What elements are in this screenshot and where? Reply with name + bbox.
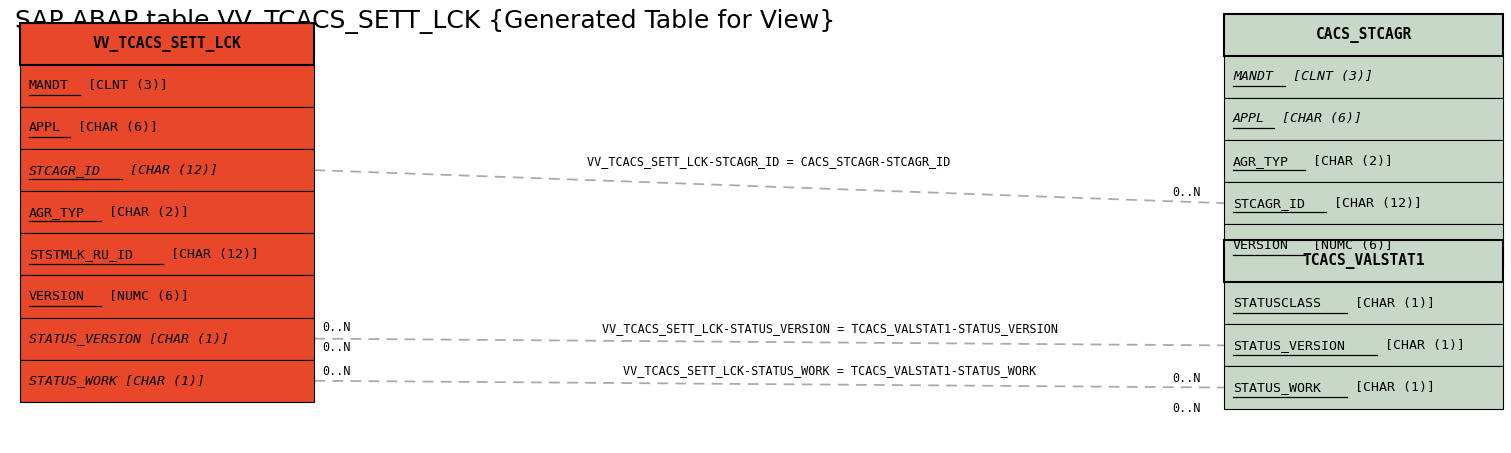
Text: 0..N: 0..N [322, 341, 351, 354]
Text: [NUMC (6)]: [NUMC (6)] [1306, 239, 1393, 252]
Text: [CHAR (1)]: [CHAR (1)] [1378, 339, 1466, 352]
Bar [1224, 140, 1503, 182]
Text: 0..N: 0..N [1173, 402, 1201, 415]
Text: [CHAR (12)]: [CHAR (12)] [163, 248, 258, 261]
Text: MANDT: MANDT [1233, 70, 1272, 83]
Bar [1224, 324, 1503, 366]
Bar [1224, 98, 1503, 140]
Text: VV_TCACS_SETT_LCK: VV_TCACS_SETT_LCK [92, 36, 242, 52]
Text: VERSION: VERSION [1233, 239, 1289, 252]
Text: [CLNT (3)]: [CLNT (3)] [1284, 70, 1372, 83]
Text: 0..N: 0..N [322, 366, 351, 379]
Bar [20, 233, 314, 275]
Text: STATUS_VERSION [CHAR (1)]: STATUS_VERSION [CHAR (1)] [29, 332, 228, 345]
Text: STCAGR_ID: STCAGR_ID [29, 164, 101, 177]
Bar [1224, 182, 1503, 224]
Text: AGR_TYP: AGR_TYP [1233, 154, 1289, 168]
Text: CACS_STCAGR: CACS_STCAGR [1316, 27, 1411, 43]
Text: SAP ABAP table VV_TCACS_SETT_LCK {Generated Table for View}: SAP ABAP table VV_TCACS_SETT_LCK {Genera… [15, 9, 836, 34]
Text: VV_TCACS_SETT_LCK-STATUS_VERSION = TCACS_VALSTAT1-STATUS_VERSION: VV_TCACS_SETT_LCK-STATUS_VERSION = TCACS… [601, 322, 1058, 335]
Text: AGR_TYP: AGR_TYP [29, 206, 85, 219]
Bar [1224, 366, 1503, 409]
Text: STSTMLK_RU_ID: STSTMLK_RU_ID [29, 248, 133, 261]
Text: [CHAR (1)]: [CHAR (1)] [1346, 381, 1434, 394]
Text: VV_TCACS_SETT_LCK-STCAGR_ID = CACS_STCAGR-STCAGR_ID: VV_TCACS_SETT_LCK-STCAGR_ID = CACS_STCAG… [588, 155, 950, 169]
Bar [1224, 240, 1503, 282]
Bar [20, 360, 314, 402]
Text: STATUS_WORK: STATUS_WORK [1233, 381, 1321, 394]
Text: STATUSCLASS: STATUSCLASS [1233, 297, 1321, 310]
Text: [CHAR (2)]: [CHAR (2)] [101, 206, 189, 219]
Text: [CHAR (6)]: [CHAR (6)] [70, 121, 159, 135]
Text: [CLNT (3)]: [CLNT (3)] [80, 79, 168, 92]
Text: STATUS_VERSION: STATUS_VERSION [1233, 339, 1345, 352]
Text: MANDT: MANDT [29, 79, 68, 92]
Bar [20, 65, 314, 107]
Text: [CHAR (12)]: [CHAR (12)] [121, 164, 218, 177]
Bar [20, 191, 314, 233]
Bar [20, 149, 314, 191]
Text: STCAGR_ID: STCAGR_ID [1233, 197, 1306, 210]
Text: 0..N: 0..N [322, 321, 351, 334]
Text: APPL: APPL [29, 121, 60, 135]
Bar [20, 275, 314, 318]
Text: [NUMC (6)]: [NUMC (6)] [101, 290, 189, 303]
Bar [1224, 282, 1503, 324]
Text: [CHAR (2)]: [CHAR (2)] [1306, 154, 1393, 168]
Text: 0..N: 0..N [1173, 372, 1201, 385]
Text: VERSION: VERSION [29, 290, 85, 303]
Bar [1224, 56, 1503, 98]
Text: APPL: APPL [1233, 112, 1265, 125]
Text: STATUS_WORK [CHAR (1)]: STATUS_WORK [CHAR (1)] [29, 374, 204, 387]
Text: [CHAR (12)]: [CHAR (12)] [1325, 197, 1422, 210]
Bar [1224, 224, 1503, 266]
Bar [20, 318, 314, 360]
Text: [CHAR (1)]: [CHAR (1)] [1346, 297, 1434, 310]
Bar [20, 23, 314, 65]
Text: 0..N: 0..N [1173, 186, 1201, 198]
Text: VV_TCACS_SETT_LCK-STATUS_WORK = TCACS_VALSTAT1-STATUS_WORK: VV_TCACS_SETT_LCK-STATUS_WORK = TCACS_VA… [623, 364, 1037, 377]
Text: [CHAR (6)]: [CHAR (6)] [1274, 112, 1363, 125]
Bar [20, 107, 314, 149]
Bar [1224, 14, 1503, 56]
Text: TCACS_VALSTAT1: TCACS_VALSTAT1 [1302, 253, 1425, 269]
